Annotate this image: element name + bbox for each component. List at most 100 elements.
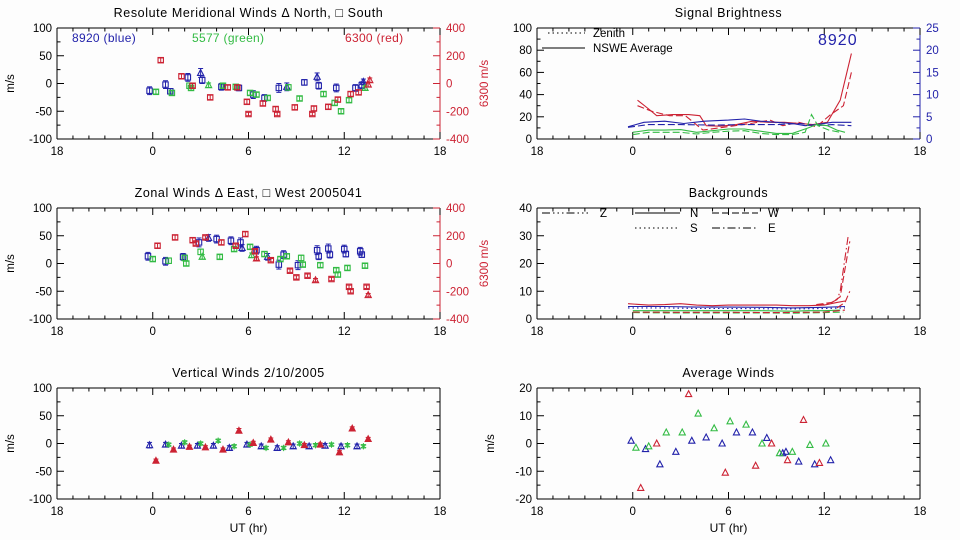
svg-text:6: 6: [725, 506, 731, 518]
svg-text:0: 0: [630, 146, 636, 158]
svg-text:W: W: [768, 208, 779, 220]
svg-text:100: 100: [513, 23, 532, 35]
svg-text:8920 (blue): 8920 (blue): [72, 31, 136, 45]
svg-text:-20: -20: [515, 494, 532, 506]
svg-text:10: 10: [519, 411, 532, 423]
svg-text:S: S: [690, 223, 698, 235]
svg-text:-100: -100: [29, 314, 52, 326]
svg-text:20: 20: [519, 259, 532, 271]
svg-text:0: 0: [526, 314, 532, 326]
svg-text:12: 12: [818, 506, 831, 518]
svg-text:18: 18: [51, 326, 64, 338]
svg-text:12: 12: [818, 326, 831, 338]
svg-text:5577 (green): 5577 (green): [192, 31, 264, 45]
svg-text:0: 0: [46, 79, 52, 91]
svg-text:6: 6: [245, 146, 251, 158]
svg-text:0: 0: [46, 259, 52, 271]
svg-text:0: 0: [630, 326, 636, 338]
svg-text:400: 400: [446, 203, 465, 215]
svg-text:100: 100: [33, 23, 52, 35]
svg-text:0: 0: [526, 439, 532, 451]
svg-text:18: 18: [434, 326, 447, 338]
svg-text:10: 10: [926, 90, 939, 102]
svg-text:0: 0: [150, 506, 156, 518]
svg-text:Resolute Meridional Winds Δ No: Resolute Meridional Winds Δ North, □ Sou…: [114, 6, 384, 20]
panel-meridional-winds: Resolute Meridional Winds Δ North, □ Sou…: [5, 6, 491, 158]
svg-text:6: 6: [245, 326, 251, 338]
svg-text:6300 m/s: 6300 m/s: [479, 240, 491, 288]
svg-text:6300 (red): 6300 (red): [345, 31, 403, 45]
svg-text:18: 18: [914, 146, 927, 158]
svg-text:m/s: m/s: [5, 74, 17, 93]
svg-text:18: 18: [51, 146, 64, 158]
svg-text:-400: -400: [446, 134, 469, 146]
svg-text:50: 50: [39, 51, 52, 63]
svg-text:0: 0: [926, 134, 932, 146]
svg-text:0: 0: [446, 259, 452, 271]
svg-text:6300 m/s: 6300 m/s: [479, 60, 491, 108]
svg-text:18: 18: [914, 326, 927, 338]
svg-text:0: 0: [446, 79, 452, 91]
svg-text:60: 60: [519, 67, 532, 79]
svg-text:30: 30: [519, 231, 532, 243]
svg-text:100: 100: [33, 203, 52, 215]
svg-text:15: 15: [926, 67, 939, 79]
svg-text:8920: 8920: [818, 32, 858, 49]
svg-text:0: 0: [630, 506, 636, 518]
svg-text:0: 0: [526, 134, 532, 146]
svg-text:80: 80: [519, 45, 532, 57]
svg-text:12: 12: [338, 146, 351, 158]
svg-text:5: 5: [926, 112, 932, 124]
svg-text:Average Winds: Average Winds: [682, 366, 774, 380]
svg-text:50: 50: [39, 411, 52, 423]
svg-text:40: 40: [519, 203, 532, 215]
svg-text:18: 18: [531, 506, 544, 518]
svg-text:-100: -100: [29, 494, 52, 506]
svg-text:UT (hr): UT (hr): [710, 521, 748, 535]
svg-text:12: 12: [338, 506, 351, 518]
svg-text:18: 18: [51, 506, 64, 518]
svg-text:20: 20: [519, 112, 532, 124]
svg-text:20: 20: [519, 383, 532, 395]
svg-text:NSWE Average: NSWE Average: [593, 43, 673, 55]
svg-text:0: 0: [150, 146, 156, 158]
svg-text:18: 18: [531, 326, 544, 338]
svg-text:m/s: m/s: [485, 434, 497, 453]
svg-text:Backgrounds: Backgrounds: [689, 186, 769, 200]
svg-text:20: 20: [926, 45, 939, 57]
svg-text:E: E: [768, 223, 776, 235]
svg-text:200: 200: [446, 231, 465, 243]
svg-text:-400: -400: [446, 314, 469, 326]
svg-text:m/s: m/s: [5, 254, 17, 273]
svg-text:Zonal Winds Δ East, □ West 200: Zonal Winds Δ East, □ West 2005041: [135, 186, 363, 200]
svg-text:Vertical Winds 2/10/2005: Vertical Winds 2/10/2005: [172, 366, 325, 380]
svg-text:Z: Z: [600, 208, 607, 220]
svg-text:UT (hr): UT (hr): [230, 521, 268, 535]
svg-text:6: 6: [725, 146, 731, 158]
svg-text:18: 18: [531, 146, 544, 158]
svg-text:N: N: [690, 208, 698, 220]
svg-text:12: 12: [818, 146, 831, 158]
svg-text:50: 50: [39, 231, 52, 243]
svg-text:m/s: m/s: [5, 434, 17, 453]
svg-text:40: 40: [519, 90, 532, 102]
svg-text:200: 200: [446, 51, 465, 63]
svg-text:6: 6: [245, 506, 251, 518]
svg-text:18: 18: [914, 506, 927, 518]
svg-text:400: 400: [446, 23, 465, 35]
svg-text:-50: -50: [35, 466, 52, 478]
svg-text:-50: -50: [35, 106, 52, 118]
svg-text:-200: -200: [446, 286, 469, 298]
panel-zonal-winds: Zonal Winds Δ East, □ West 2005041 18 0 6 12…: [5, 186, 491, 338]
svg-text:-100: -100: [29, 134, 52, 146]
svg-text:-10: -10: [515, 466, 532, 478]
svg-text:100: 100: [33, 383, 52, 395]
svg-text:0: 0: [150, 326, 156, 338]
svg-text:Zenith: Zenith: [593, 28, 625, 40]
